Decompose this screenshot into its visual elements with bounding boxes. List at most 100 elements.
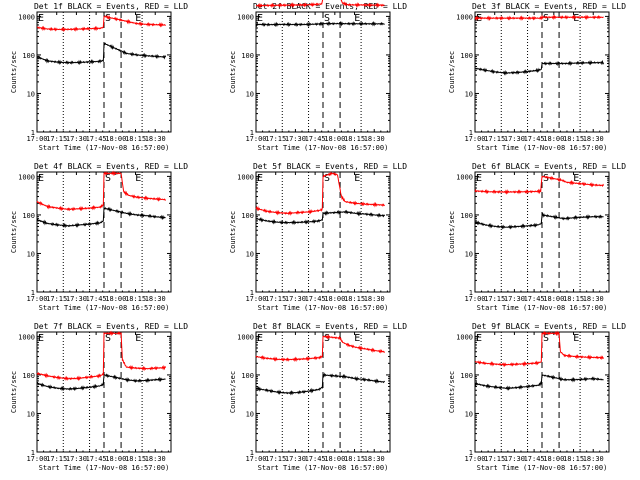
chart-panel: Det 9f BLACK = Events, RED = LLD 17:00 17:… — [448, 322, 626, 472]
x-tick-label: 17:45 — [86, 295, 107, 303]
interval-marker-e2: E — [354, 333, 360, 344]
x-axis-label: Start Time (17-Nov-08 16:57:00) — [477, 464, 608, 472]
x-tick-label: 18:30 — [145, 455, 166, 463]
x-tick-label: 17:00 — [464, 455, 485, 463]
series-line-lld — [37, 332, 166, 379]
x-tick-label: 18:30 — [583, 455, 604, 463]
y-tick-label: 10 — [465, 250, 473, 258]
y-tick-label: 100 — [241, 212, 254, 220]
x-tick-label: 18:00 — [324, 295, 345, 303]
y-tick-label: 100 — [460, 212, 473, 220]
interval-marker-e1: E — [476, 333, 482, 344]
y-tick-label: 100 — [460, 372, 473, 380]
chart-panel: Det 2f BLACK = Events, RED = LLD17:0017:… — [229, 0, 407, 152]
x-axis-label: Start Time (17-Nov-08 16:57:00) — [39, 464, 170, 472]
chart-title: Det 9f BLACK = Events, RED = LLD — [472, 322, 626, 331]
y-axis-label: Counts/sec — [229, 371, 237, 413]
y-tick-label: 1000 — [18, 13, 35, 21]
x-tick-label: 17:30 — [285, 455, 306, 463]
y-tick-label: 1 — [250, 289, 254, 297]
y-axis-label: Counts/sec — [448, 371, 456, 413]
y-tick-label: 10 — [465, 410, 473, 418]
x-tick-label: 17:45 — [524, 135, 545, 143]
x-tick-label: 17:00 — [26, 295, 47, 303]
interval-marker-e1: E — [257, 13, 263, 24]
chart-title: Det 3f BLACK = Events, RED = LLD — [472, 2, 626, 11]
interval-marker-e2: E — [135, 13, 141, 24]
x-tick-label: 18:00 — [324, 135, 345, 143]
x-tick-label: 17:15 — [265, 135, 286, 143]
x-tick-label: 18:15 — [563, 455, 584, 463]
interval-marker-e1: E — [257, 333, 263, 344]
chart-panel: Det 8f BLACK = Events, RED = LLD17:0017:… — [229, 322, 407, 472]
y-tick-label: 1000 — [237, 333, 254, 341]
series-line-lld — [37, 16, 166, 30]
x-tick-label: 17:30 — [285, 295, 306, 303]
y-tick-label: 1000 — [237, 13, 254, 21]
x-axis-label: Start Time (17-Nov-08 16:57:00) — [258, 464, 389, 472]
y-tick-label: 1000 — [18, 173, 35, 181]
x-tick-label: 18:15 — [344, 135, 365, 143]
x-tick-label: 18:30 — [364, 135, 385, 143]
interval-marker-s: S — [543, 333, 549, 344]
series-line-events — [37, 208, 166, 227]
x-tick-label: 18:00 — [105, 455, 126, 463]
y-axis-label: Counts/sec — [10, 51, 18, 93]
y-tick-label: 1000 — [237, 173, 254, 181]
interval-marker-e1: E — [38, 333, 44, 344]
interval-marker-e1: E — [257, 173, 263, 184]
x-tick-label: 18:30 — [145, 295, 166, 303]
y-axis-label: Counts/sec — [229, 51, 237, 93]
interval-marker-e2: E — [354, 173, 360, 184]
y-tick-label: 100 — [22, 52, 35, 60]
x-tick-label: 17:00 — [464, 295, 485, 303]
y-tick-label: 10 — [27, 90, 35, 98]
x-tick-label: 17:45 — [524, 295, 545, 303]
y-tick-label: 1000 — [456, 173, 473, 181]
interval-marker-e2: E — [573, 173, 579, 184]
y-tick-label: 1000 — [456, 333, 473, 341]
x-tick-label: 18:15 — [125, 455, 146, 463]
series-line-events — [256, 211, 385, 224]
y-tick-label: 10 — [27, 410, 35, 418]
x-tick-label: 17:15 — [46, 135, 67, 143]
x-tick-label: 17:15 — [265, 455, 286, 463]
y-tick-label: 1 — [31, 449, 35, 457]
series-line-events — [256, 23, 385, 26]
x-tick-label: 18:15 — [344, 455, 365, 463]
interval-marker-e2: E — [573, 13, 579, 24]
y-tick-label: 1 — [469, 289, 473, 297]
y-tick-label: 1 — [250, 449, 254, 457]
x-tick-label: 18:00 — [543, 295, 564, 303]
interval-marker-e2: E — [135, 173, 141, 184]
x-tick-label: 18:30 — [583, 295, 604, 303]
y-tick-label: 10 — [246, 410, 254, 418]
x-tick-label: 17:30 — [504, 135, 525, 143]
x-tick-label: 17:45 — [86, 135, 107, 143]
interval-marker-e1: E — [38, 13, 44, 24]
x-tick-label: 17:45 — [305, 295, 326, 303]
interval-marker-e1: E — [476, 173, 482, 184]
y-tick-label: 10 — [27, 250, 35, 258]
x-tick-label: 17:30 — [66, 295, 87, 303]
chart-panel: Det 5f BLACK = Events, RED = LLD17:0017:… — [229, 162, 407, 312]
interval-marker-e2: E — [573, 333, 579, 344]
x-tick-label: 18:30 — [583, 135, 604, 143]
y-axis-label: Counts/sec — [448, 51, 456, 93]
x-tick-label: 18:00 — [543, 135, 564, 143]
x-tick-label: 17:00 — [245, 135, 266, 143]
y-tick-label: 100 — [460, 52, 473, 60]
series-line-events — [475, 62, 604, 75]
x-tick-label: 17:30 — [504, 455, 525, 463]
x-tick-label: 17:15 — [265, 295, 286, 303]
y-tick-label: 10 — [465, 90, 473, 98]
interval-marker-s: S — [324, 13, 330, 24]
chart-panel: Det 7f BLACK = Events, RED = LLD17:0017:… — [10, 322, 188, 472]
y-tick-label: 1 — [31, 289, 35, 297]
y-tick-label: 1 — [31, 129, 35, 137]
x-tick-label: 17:45 — [524, 455, 545, 463]
interval-marker-s: S — [105, 333, 111, 344]
chart-title: Det 6f BLACK = Events, RED = LLD — [472, 162, 626, 171]
x-axis-label: Start Time (17-Nov-08 16:57:00) — [39, 144, 170, 152]
